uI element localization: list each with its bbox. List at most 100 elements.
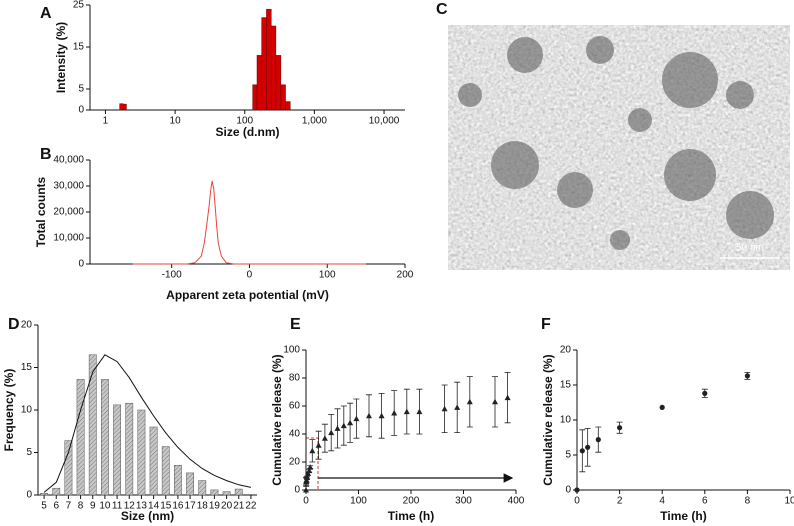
bar	[88, 354, 97, 496]
bar	[174, 465, 182, 496]
y-tick-label: 80	[289, 373, 301, 384]
x-tick-label: 20	[221, 501, 233, 512]
bar	[198, 480, 207, 496]
line	[132, 180, 367, 265]
x-axis-title: Time (h)	[388, 509, 434, 523]
x-tick-label: 14	[148, 501, 160, 512]
y-tick-label: 40,000	[53, 155, 84, 166]
point	[595, 437, 601, 443]
bar	[76, 379, 85, 496]
x-tick-label: 10	[784, 496, 794, 507]
point	[574, 487, 580, 493]
bar	[210, 489, 219, 496]
bar	[64, 440, 73, 496]
y-axis-title: Total counts	[34, 176, 48, 247]
point	[391, 410, 398, 416]
y-tick-label: 15	[73, 42, 85, 53]
histogram-bar	[275, 55, 282, 111]
y-tick-label: 15	[560, 380, 572, 391]
point	[403, 408, 410, 415]
y-tick-label: 30,000	[53, 181, 84, 192]
x-tick-label: 13	[136, 501, 148, 512]
x-tick-label: 5	[41, 501, 47, 512]
axes	[89, 5, 405, 111]
bar	[137, 409, 146, 496]
x-tick-label: 8	[78, 501, 84, 512]
point	[702, 390, 708, 396]
x-tick-label: 2	[617, 496, 623, 507]
point	[347, 419, 354, 426]
y-axis-title: Cumulative release (%)	[541, 354, 555, 485]
x-tick-label: 0	[574, 496, 580, 507]
y-tick-label: 0	[565, 485, 571, 496]
y-tick-label: 5	[78, 84, 84, 95]
x-tick-label: 22	[245, 501, 257, 512]
histogram-bar	[256, 55, 262, 111]
point	[416, 408, 423, 415]
x-tick-label: 16	[172, 501, 184, 512]
x-tick-label: 12	[124, 501, 136, 512]
y-axis-title: Intensity (%)	[54, 22, 68, 93]
bar	[222, 491, 231, 496]
point	[466, 398, 473, 405]
axes	[89, 160, 405, 265]
x-tick-label: 6	[53, 501, 59, 512]
point	[579, 448, 585, 454]
y-tick-label: 20	[21, 320, 33, 331]
histogram-bar	[252, 84, 258, 111]
point	[315, 442, 322, 448]
bar	[186, 472, 194, 496]
scale-bar-label: 50 nm	[736, 243, 764, 254]
point	[492, 398, 498, 405]
point	[334, 425, 341, 431]
point	[340, 422, 347, 429]
y-tick-label: 0	[26, 490, 32, 501]
y-tick-label: 5	[26, 447, 32, 458]
x-axis-title: Size (nm)	[121, 509, 174, 523]
x-tick-label: 7	[66, 501, 72, 512]
x-tick-label: 400	[508, 496, 525, 507]
point	[617, 425, 623, 431]
point	[304, 474, 311, 481]
y-tick-label: 5	[565, 450, 571, 461]
x-tick-label: 0	[303, 496, 309, 507]
point	[305, 470, 312, 476]
bar	[125, 402, 134, 496]
point	[454, 404, 461, 410]
panel-label: E	[290, 316, 301, 333]
y-tick-label: 20	[289, 457, 301, 468]
x-tick-label: 300	[455, 496, 472, 507]
point	[659, 404, 665, 410]
y-tick-label: 15	[21, 362, 33, 373]
x-tick-label: 17	[185, 501, 197, 512]
bar	[161, 446, 170, 496]
x-tick-label: 100	[236, 116, 253, 127]
point	[321, 435, 328, 441]
x-tick-label: 15	[160, 501, 172, 512]
y-tick-label: 20,000	[53, 207, 84, 218]
x-tick-label: 10	[170, 116, 182, 127]
x-tick-label: 6	[702, 496, 708, 507]
point	[309, 447, 316, 454]
y-tick-label: 25	[73, 0, 85, 11]
bar	[113, 404, 121, 496]
bar	[52, 487, 61, 496]
point	[504, 394, 511, 401]
particle-clusters	[458, 36, 774, 250]
y-tick-label: 10	[21, 405, 33, 416]
x-tick-label: 1	[103, 116, 109, 127]
y-tick-label: 10,000	[53, 233, 84, 244]
y-tick-label: 20	[560, 345, 572, 356]
y-tick-label: 10	[560, 415, 572, 426]
x-tick-label: -100	[162, 270, 182, 281]
y-tick-label: 100	[283, 345, 300, 356]
x-axis-title: Size (d.nm)	[215, 125, 279, 139]
x-tick-label: 10,000	[369, 116, 400, 127]
point	[585, 444, 591, 450]
histogram-bar	[266, 8, 272, 111]
point	[303, 487, 309, 493]
y-tick-label: 0	[78, 259, 84, 270]
panel-label: D	[8, 316, 20, 333]
bar	[234, 488, 243, 496]
